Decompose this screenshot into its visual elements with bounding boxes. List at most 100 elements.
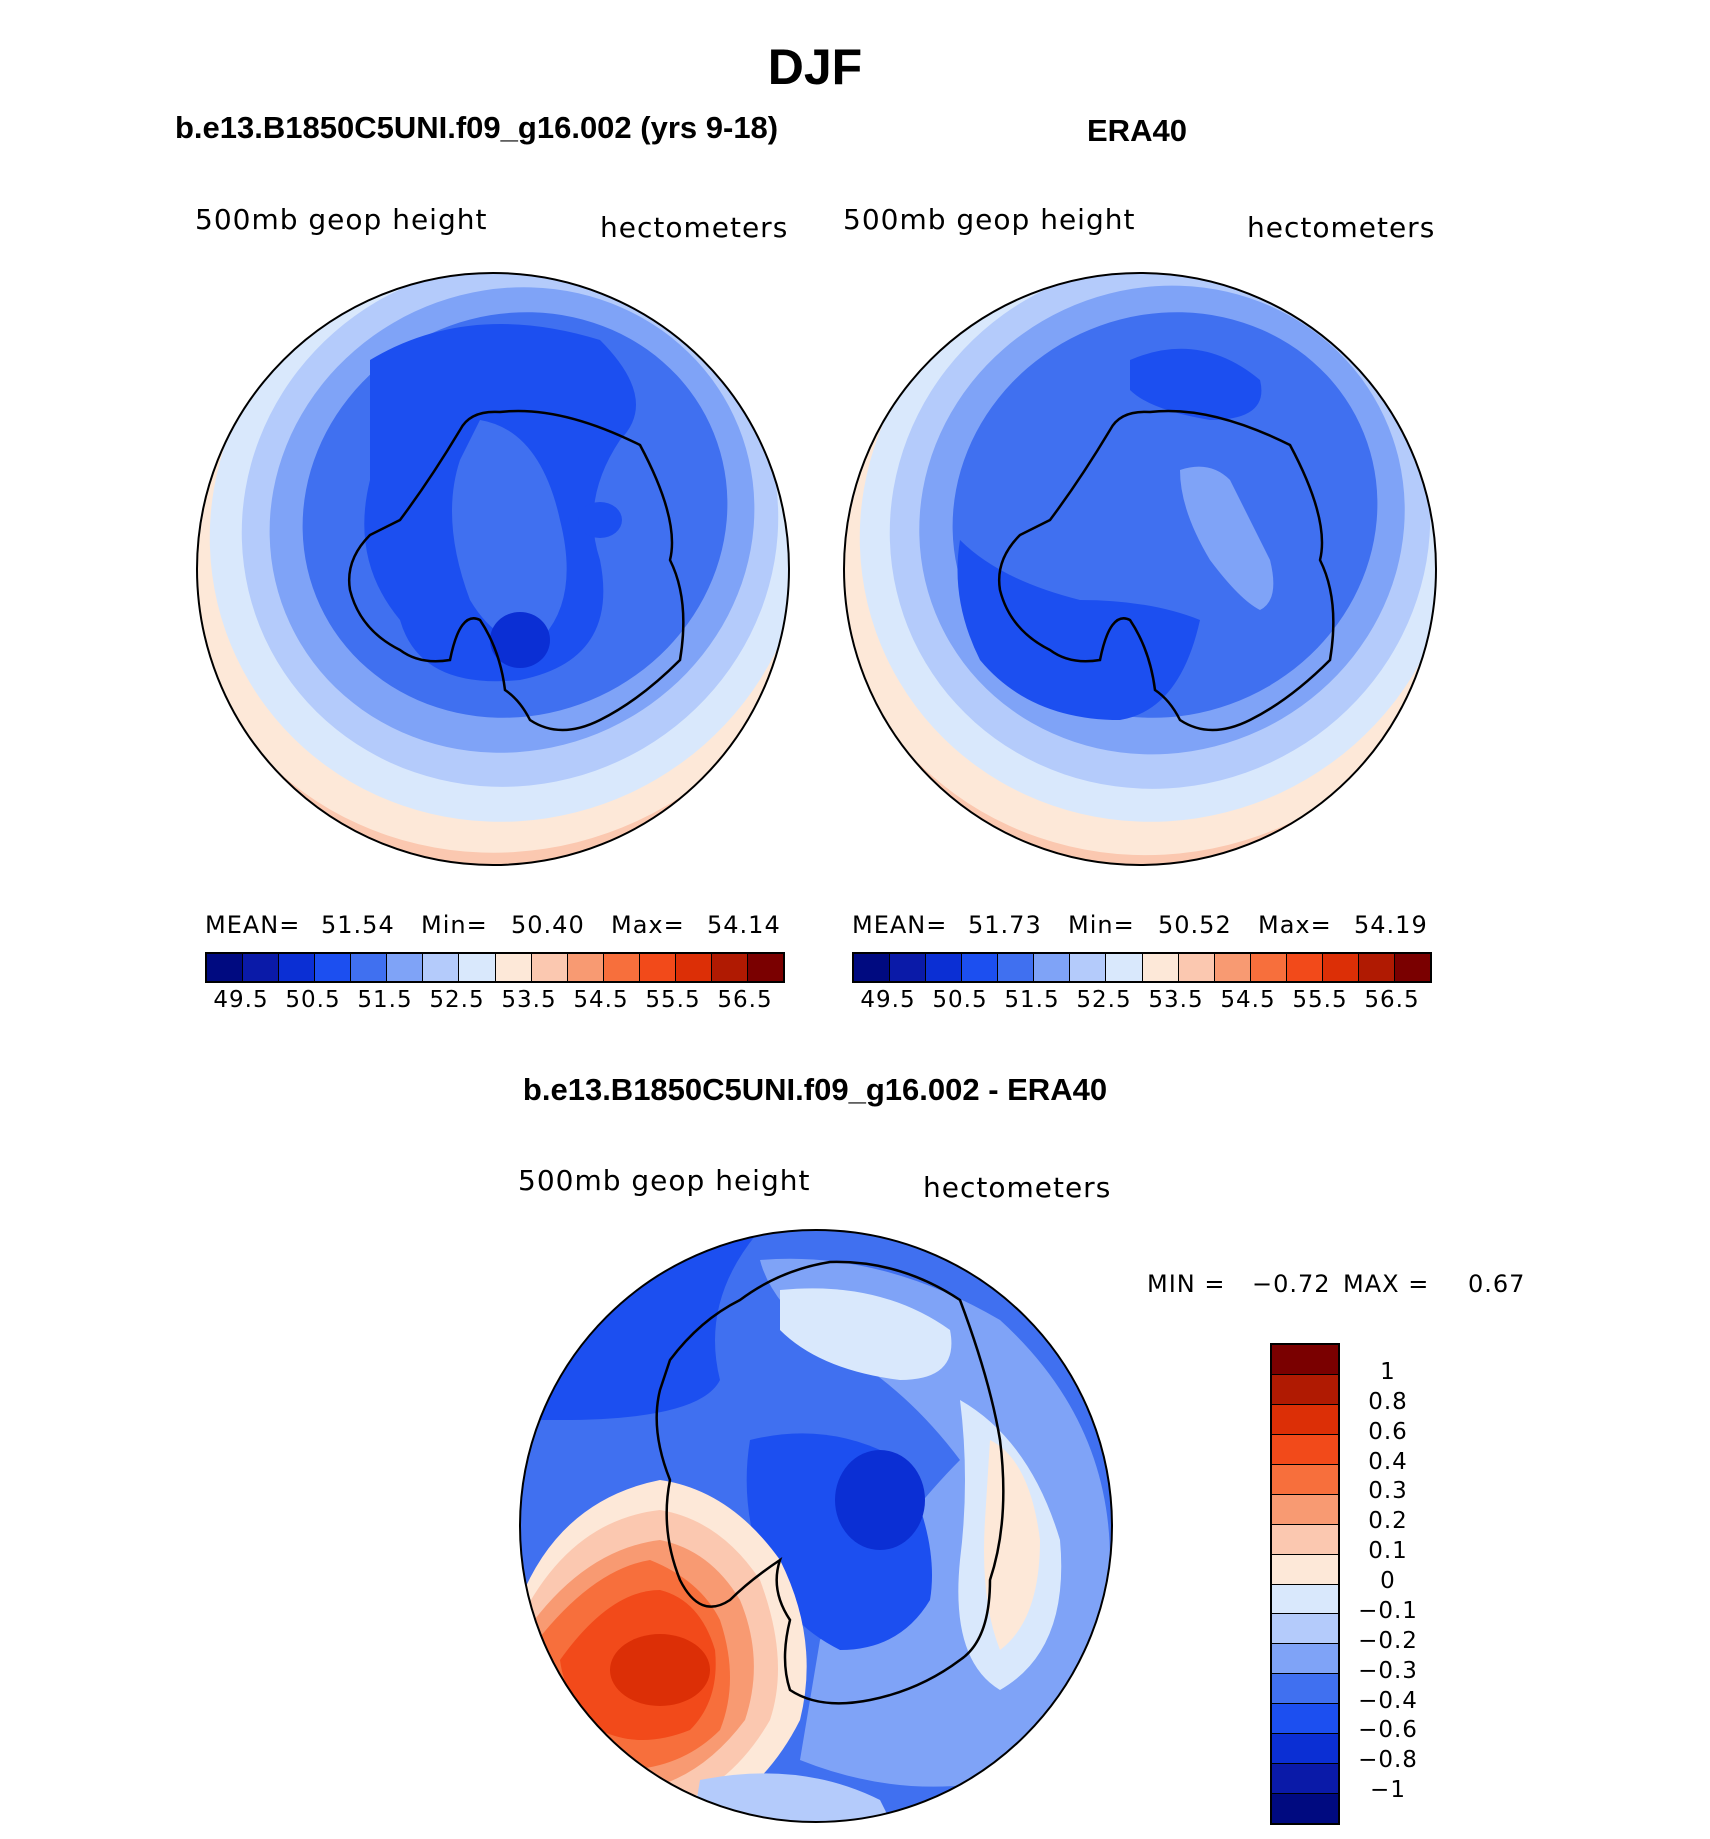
panel1-max-value: 54.14 — [707, 911, 781, 939]
colorbar-swatch — [1272, 1494, 1338, 1525]
colorbar-swatch — [1272, 1794, 1338, 1823]
colorbar-tick-label: 50.5 — [932, 987, 988, 1013]
difference-max-label: MAX = — [1343, 1270, 1430, 1298]
colorbar-tick-label: 49.5 — [213, 987, 269, 1013]
colorbar-swatch — [1070, 954, 1107, 981]
map-era40 — [844, 273, 1436, 865]
difference-title: b.e13.B1850C5UNI.f09_g16.002 - ERA40 — [522, 1072, 1108, 1107]
colorbar-swatch — [1272, 1584, 1338, 1615]
panel2-title: ERA40 — [1087, 113, 1187, 148]
colorbar-swatch — [603, 954, 640, 981]
colorbar-swatch — [1272, 1434, 1338, 1465]
panel2-mean-value: 51.73 — [968, 911, 1042, 939]
panel2-max-value: 54.19 — [1354, 911, 1428, 939]
colorbar-tick-label: 55.5 — [1292, 987, 1348, 1013]
panel1-title: b.e13.B1850C5UNI.f09_g16.002 (yrs 9-18) — [175, 110, 779, 145]
colorbar-tick-label: 0.4 — [1368, 1448, 1408, 1475]
colorbar-swatch — [1272, 1674, 1338, 1705]
colorbar-tick-label: 55.5 — [645, 987, 701, 1013]
colorbar-swatch — [1106, 954, 1143, 981]
colorbar-swatch — [1272, 1374, 1338, 1405]
colorbar-tick-label: −0.6 — [1358, 1717, 1418, 1744]
colorbar-swatch — [207, 954, 244, 981]
panel2-min-label: Min= — [1068, 911, 1135, 939]
colorbar-swatch — [1272, 1764, 1338, 1795]
colorbar-tick-label: 0.2 — [1368, 1508, 1408, 1535]
colorbar-tick-label: −0.3 — [1358, 1657, 1418, 1684]
colorbar-swatch — [1214, 954, 1251, 981]
colorbar-swatch — [711, 954, 748, 981]
colorbar-swatch — [243, 954, 280, 981]
colorbar-swatch — [1272, 1345, 1338, 1375]
colorbar-tick-label: 52.5 — [1076, 987, 1132, 1013]
figure-title: DJF — [767, 39, 863, 95]
colorbar-swatch — [459, 954, 496, 981]
difference-min-label: MIN = — [1147, 1270, 1226, 1298]
colorbar-swatch — [495, 954, 532, 981]
panel1-field-label: 500mb geop height — [195, 203, 488, 236]
colorbar-swatch — [279, 954, 316, 981]
colorbar-model — [205, 952, 785, 983]
panel1-mean-value: 51.54 — [321, 911, 395, 939]
colorbar-swatch — [998, 954, 1035, 981]
colorbar-tick-label: 53.5 — [501, 987, 557, 1013]
colorbar-tick-label: 0.8 — [1368, 1388, 1408, 1415]
colorbar-swatch — [387, 954, 424, 981]
colorbar-tick-label: −0.1 — [1358, 1597, 1418, 1624]
panel1-min-label: Min= — [421, 911, 488, 939]
colorbar-tick-label: 0.1 — [1368, 1538, 1408, 1565]
colorbar-tick-label: 50.5 — [285, 987, 341, 1013]
difference-max-value: 0.67 — [1468, 1270, 1526, 1298]
colorbar-tick-label: −0.8 — [1358, 1747, 1418, 1774]
colorbar-tick-label: 52.5 — [429, 987, 485, 1013]
coastline-1 — [347, 409, 685, 732]
panel2-units-label: hectometers — [1247, 211, 1436, 244]
panel1-mean-label: MEAN= — [205, 911, 301, 939]
colorbar-tick-label: 53.5 — [1148, 987, 1204, 1013]
colorbar-tick-label: −0.4 — [1358, 1687, 1418, 1714]
colorbar-swatch — [1358, 954, 1395, 981]
coastline-3 — [655, 1260, 1005, 1705]
panel2-mean-label: MEAN= — [852, 911, 948, 939]
colorbar-tick-label: 51.5 — [357, 987, 413, 1013]
colorbar-swatch — [315, 954, 352, 981]
colorbar-swatch — [1286, 954, 1323, 981]
colorbar-tick-label: 54.5 — [573, 987, 629, 1013]
panel2-max-label: Max= — [1258, 911, 1332, 939]
colorbar-swatch — [567, 954, 604, 981]
colorbar-swatch — [1034, 954, 1071, 981]
colorbar-swatch — [926, 954, 963, 981]
colorbar-swatch — [1250, 954, 1287, 981]
colorbar-swatch — [1272, 1704, 1338, 1735]
colorbar-swatch — [890, 954, 927, 981]
colorbar-swatch — [747, 954, 783, 981]
colorbar-tick-label: 49.5 — [860, 987, 916, 1013]
colorbar-swatch — [1178, 954, 1215, 981]
map-model — [197, 273, 789, 865]
colorbar-tick-label: 0 — [1380, 1568, 1396, 1594]
colorbar-tick-label: 56.5 — [717, 987, 773, 1013]
colorbar-tick-label: 1 — [1380, 1358, 1396, 1385]
colorbar-swatch — [531, 954, 568, 981]
coastline-2 — [997, 409, 1335, 732]
colorbar-swatch — [639, 954, 676, 981]
colorbar-era40 — [852, 952, 1432, 983]
colorbar-swatch — [1322, 954, 1359, 981]
colorbar-tick-label: −1 — [1370, 1777, 1406, 1804]
panel2-field-label: 500mb geop height — [843, 203, 1136, 236]
colorbar-swatch — [423, 954, 460, 981]
colorbar-swatch — [1272, 1554, 1338, 1585]
colorbar-swatch — [1272, 1614, 1338, 1645]
colorbar-swatch — [1272, 1644, 1338, 1675]
panel1-max-label: Max= — [611, 911, 685, 939]
panel1-min-value: 50.40 — [511, 911, 585, 939]
panel1-units-label: hectometers — [600, 211, 789, 244]
colorbar-tick-label: 0.3 — [1368, 1478, 1408, 1505]
colorbar-tick-label: 0.6 — [1368, 1418, 1408, 1445]
colorbar-swatch — [1272, 1524, 1338, 1555]
panel2-min-value: 50.52 — [1158, 911, 1232, 939]
colorbar-swatch — [1394, 954, 1430, 981]
colorbar-swatch — [962, 954, 999, 981]
colorbar-swatch — [1272, 1734, 1338, 1765]
